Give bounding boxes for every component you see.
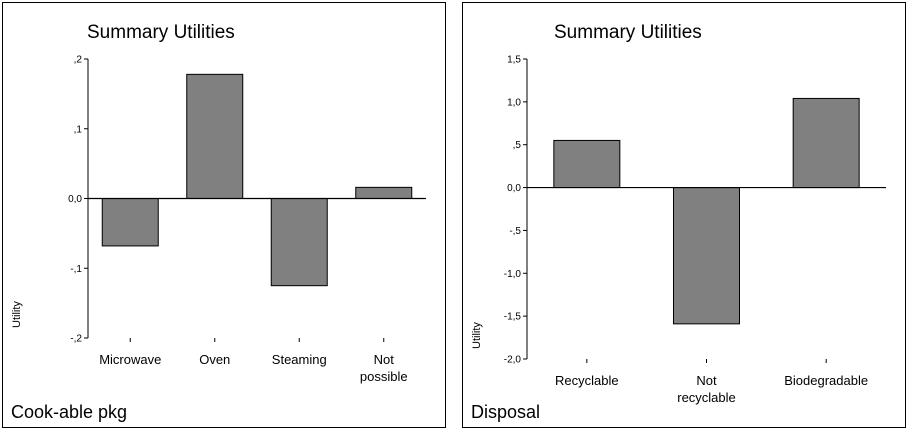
x-tick-label: Not bbox=[374, 352, 395, 367]
bar bbox=[792, 97, 860, 189]
panel-caption: Cook-able pkg bbox=[11, 402, 128, 422]
x-tick-label: Oven bbox=[199, 352, 230, 367]
bar bbox=[101, 198, 159, 247]
x-tick-label: Recyclable bbox=[555, 373, 619, 388]
chart-title: Summary Utilities bbox=[87, 22, 235, 43]
x-tick-label: Microwave bbox=[99, 352, 161, 367]
chart-panel-disposal: Summary Utilities 1,5 1,0 ,5 0,0 -,5 -1,0 -1,5 -… bbox=[462, 2, 906, 428]
chart-svg-disposal: Summary Utilities 1,5 1,0 ,5 0,0 -,5 -1,0 -1,5 -… bbox=[471, 22, 886, 405]
y-tick-label: -,5 bbox=[509, 226, 521, 237]
chart-panel-cookable: Summary Utilities ,2 ,1 0,0 -,1 -,2 Utility Mic… bbox=[2, 2, 446, 428]
x-tick-label: recyclable bbox=[677, 390, 736, 405]
x-tick-label: possible bbox=[360, 369, 408, 384]
y-tick-label: -2,0 bbox=[504, 355, 522, 366]
bar bbox=[673, 187, 740, 325]
y-tick-label: -,2 bbox=[70, 334, 82, 345]
y-axis-label: Utility bbox=[11, 301, 23, 328]
x-tick-label: Steaming bbox=[272, 352, 327, 367]
bar bbox=[553, 139, 621, 189]
x-tick-label: Biodegradable bbox=[784, 373, 868, 388]
y-tick-label: 1,0 bbox=[507, 97, 521, 108]
chart-svg-cookable: Summary Utilities ,2 ,1 0,0 -,1 -,2 Utility Mic… bbox=[11, 22, 426, 384]
y-axis-label: Utility bbox=[471, 322, 483, 349]
chart-title: Summary Utilities bbox=[554, 22, 702, 43]
y-tick-label: -1,5 bbox=[504, 312, 522, 323]
x-tick-label: Not bbox=[696, 373, 717, 388]
y-tick-label: ,1 bbox=[74, 124, 83, 135]
bar bbox=[270, 198, 328, 287]
y-tick-label: ,2 bbox=[74, 55, 83, 66]
y-tick-label: -,1 bbox=[70, 264, 82, 275]
y-tick-label: 1,5 bbox=[507, 55, 521, 66]
bar bbox=[186, 73, 244, 199]
y-tick-label: ,5 bbox=[513, 140, 522, 151]
panel-caption: Disposal bbox=[471, 402, 541, 422]
y-tick-label: 0,0 bbox=[507, 183, 521, 194]
bar bbox=[355, 186, 413, 199]
y-tick-label: 0,0 bbox=[68, 194, 82, 205]
y-tick-label: -1,0 bbox=[504, 269, 522, 280]
